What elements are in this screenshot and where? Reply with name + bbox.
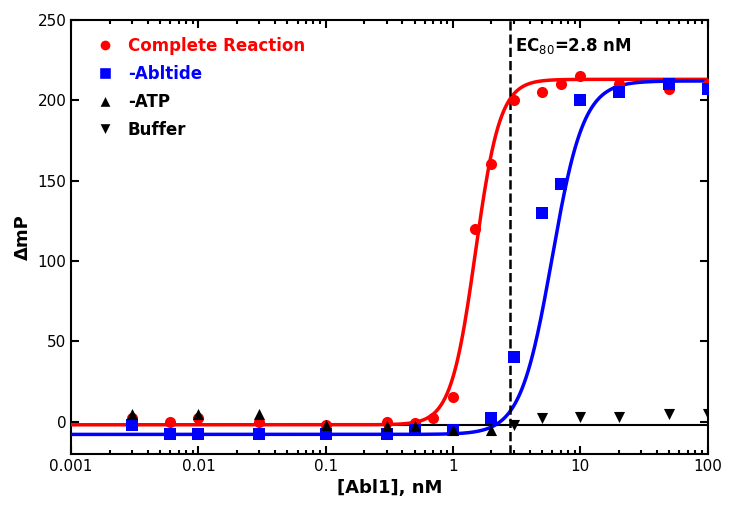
Point [164, 430, 176, 438]
Point [663, 80, 675, 88]
Point [663, 409, 675, 417]
Point [253, 430, 265, 438]
Point [164, 417, 176, 426]
Point [253, 417, 265, 426]
Point [470, 225, 481, 233]
Point [575, 72, 587, 80]
Point [253, 409, 265, 417]
Point [613, 413, 625, 421]
Point [486, 426, 498, 434]
Point [486, 414, 498, 423]
Point [320, 421, 332, 429]
Point [508, 353, 520, 361]
Point [193, 409, 205, 417]
Point [508, 421, 520, 429]
Point [428, 414, 439, 423]
Legend: Complete Reaction, -Abltide, -ATP, Buffer: Complete Reaction, -Abltide, -ATP, Buffe… [79, 28, 314, 147]
Point [320, 430, 332, 438]
Point [555, 180, 567, 188]
Point [613, 80, 625, 88]
Point [126, 414, 138, 423]
Point [702, 80, 714, 88]
Point [575, 96, 587, 104]
Point [508, 96, 520, 104]
X-axis label: [Abl1], nM: [Abl1], nM [337, 479, 442, 497]
Point [555, 80, 567, 88]
Point [126, 421, 138, 429]
Point [702, 409, 714, 417]
Point [320, 421, 332, 429]
Point [536, 88, 548, 96]
Point [193, 414, 205, 423]
Point [447, 393, 459, 402]
Point [126, 409, 138, 417]
Point [575, 413, 587, 421]
Point [702, 85, 714, 93]
Point [663, 85, 675, 93]
Point [381, 430, 392, 438]
Point [409, 419, 421, 427]
Point [381, 417, 392, 426]
Point [486, 160, 498, 169]
Point [193, 430, 205, 438]
Point [409, 422, 421, 430]
Y-axis label: ΔmP: ΔmP [14, 214, 32, 260]
Text: EC$_{80}$=2.8 nM: EC$_{80}$=2.8 nM [515, 36, 632, 56]
Point [447, 426, 459, 434]
Point [536, 414, 548, 423]
Point [381, 422, 392, 430]
Point [613, 88, 625, 96]
Point [447, 426, 459, 434]
Point [409, 426, 421, 434]
Point [536, 208, 548, 217]
